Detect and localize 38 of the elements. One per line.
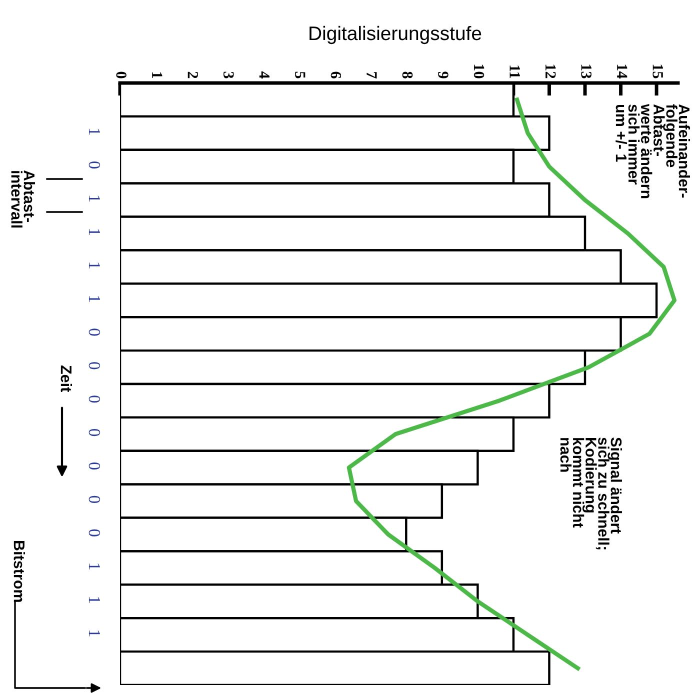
annotation: Signal ändert sich zu schnell; Kodierung kommt nicht nach — [560, 437, 622, 550]
text: Zeit — [60, 365, 72, 392]
x-tick-label: 10 — [474, 64, 484, 78]
x-tick-label: 5 — [295, 72, 306, 78]
annotation: Aufeinander- folgende Abtast- werte ändern sich immer um +/- 1 — [616, 104, 690, 198]
y-tick-label: 1 — [88, 630, 100, 636]
x-tick-label: 7 — [366, 72, 377, 78]
x-tick-label: 4 — [259, 71, 270, 79]
x-tick-label: 12 — [546, 64, 556, 78]
x-tick-label: 9 — [438, 72, 448, 78]
y-tick-label: 1 — [88, 296, 100, 302]
x-tick-label: 14 — [617, 64, 628, 79]
y-tick-label: 1 — [88, 597, 100, 603]
text: Abtast- intervall — [11, 170, 35, 228]
x-tick-label: 11 — [510, 66, 520, 78]
y-tick-label: 1 — [88, 196, 100, 202]
x-tick-label: 8 — [402, 72, 413, 78]
x-tick-label: 2 — [188, 72, 198, 78]
y-tick-label: 1 — [88, 128, 100, 135]
x-tick-label: 0 — [116, 72, 126, 78]
y-tick-label: 0 — [88, 396, 100, 403]
y-tick-label: 1 — [88, 564, 100, 570]
y-tick-label: 0 — [88, 529, 100, 536]
y-tick-label: 0 — [88, 462, 100, 470]
x-tick-label: 15 — [652, 64, 663, 78]
text: Bitstrom — [14, 541, 25, 602]
y-tick-label: 0 — [88, 328, 100, 336]
y-tick-label: 1 — [88, 229, 100, 236]
y-tick-label: 0 — [88, 161, 100, 169]
y-tick-label: 0 — [88, 362, 100, 370]
x-tick-label: 3 — [223, 72, 234, 78]
y-tick-label: 1 — [88, 262, 100, 268]
y-tick-label: 0 — [88, 496, 100, 503]
y-tick-label: 0 — [88, 429, 100, 436]
x-axis-title: Digitalisierungsstufe — [310, 26, 482, 44]
x-tick-label: 6 — [330, 72, 342, 78]
x-tick-label: 1 — [152, 72, 162, 78]
x-tick-label: 13 — [581, 64, 592, 78]
